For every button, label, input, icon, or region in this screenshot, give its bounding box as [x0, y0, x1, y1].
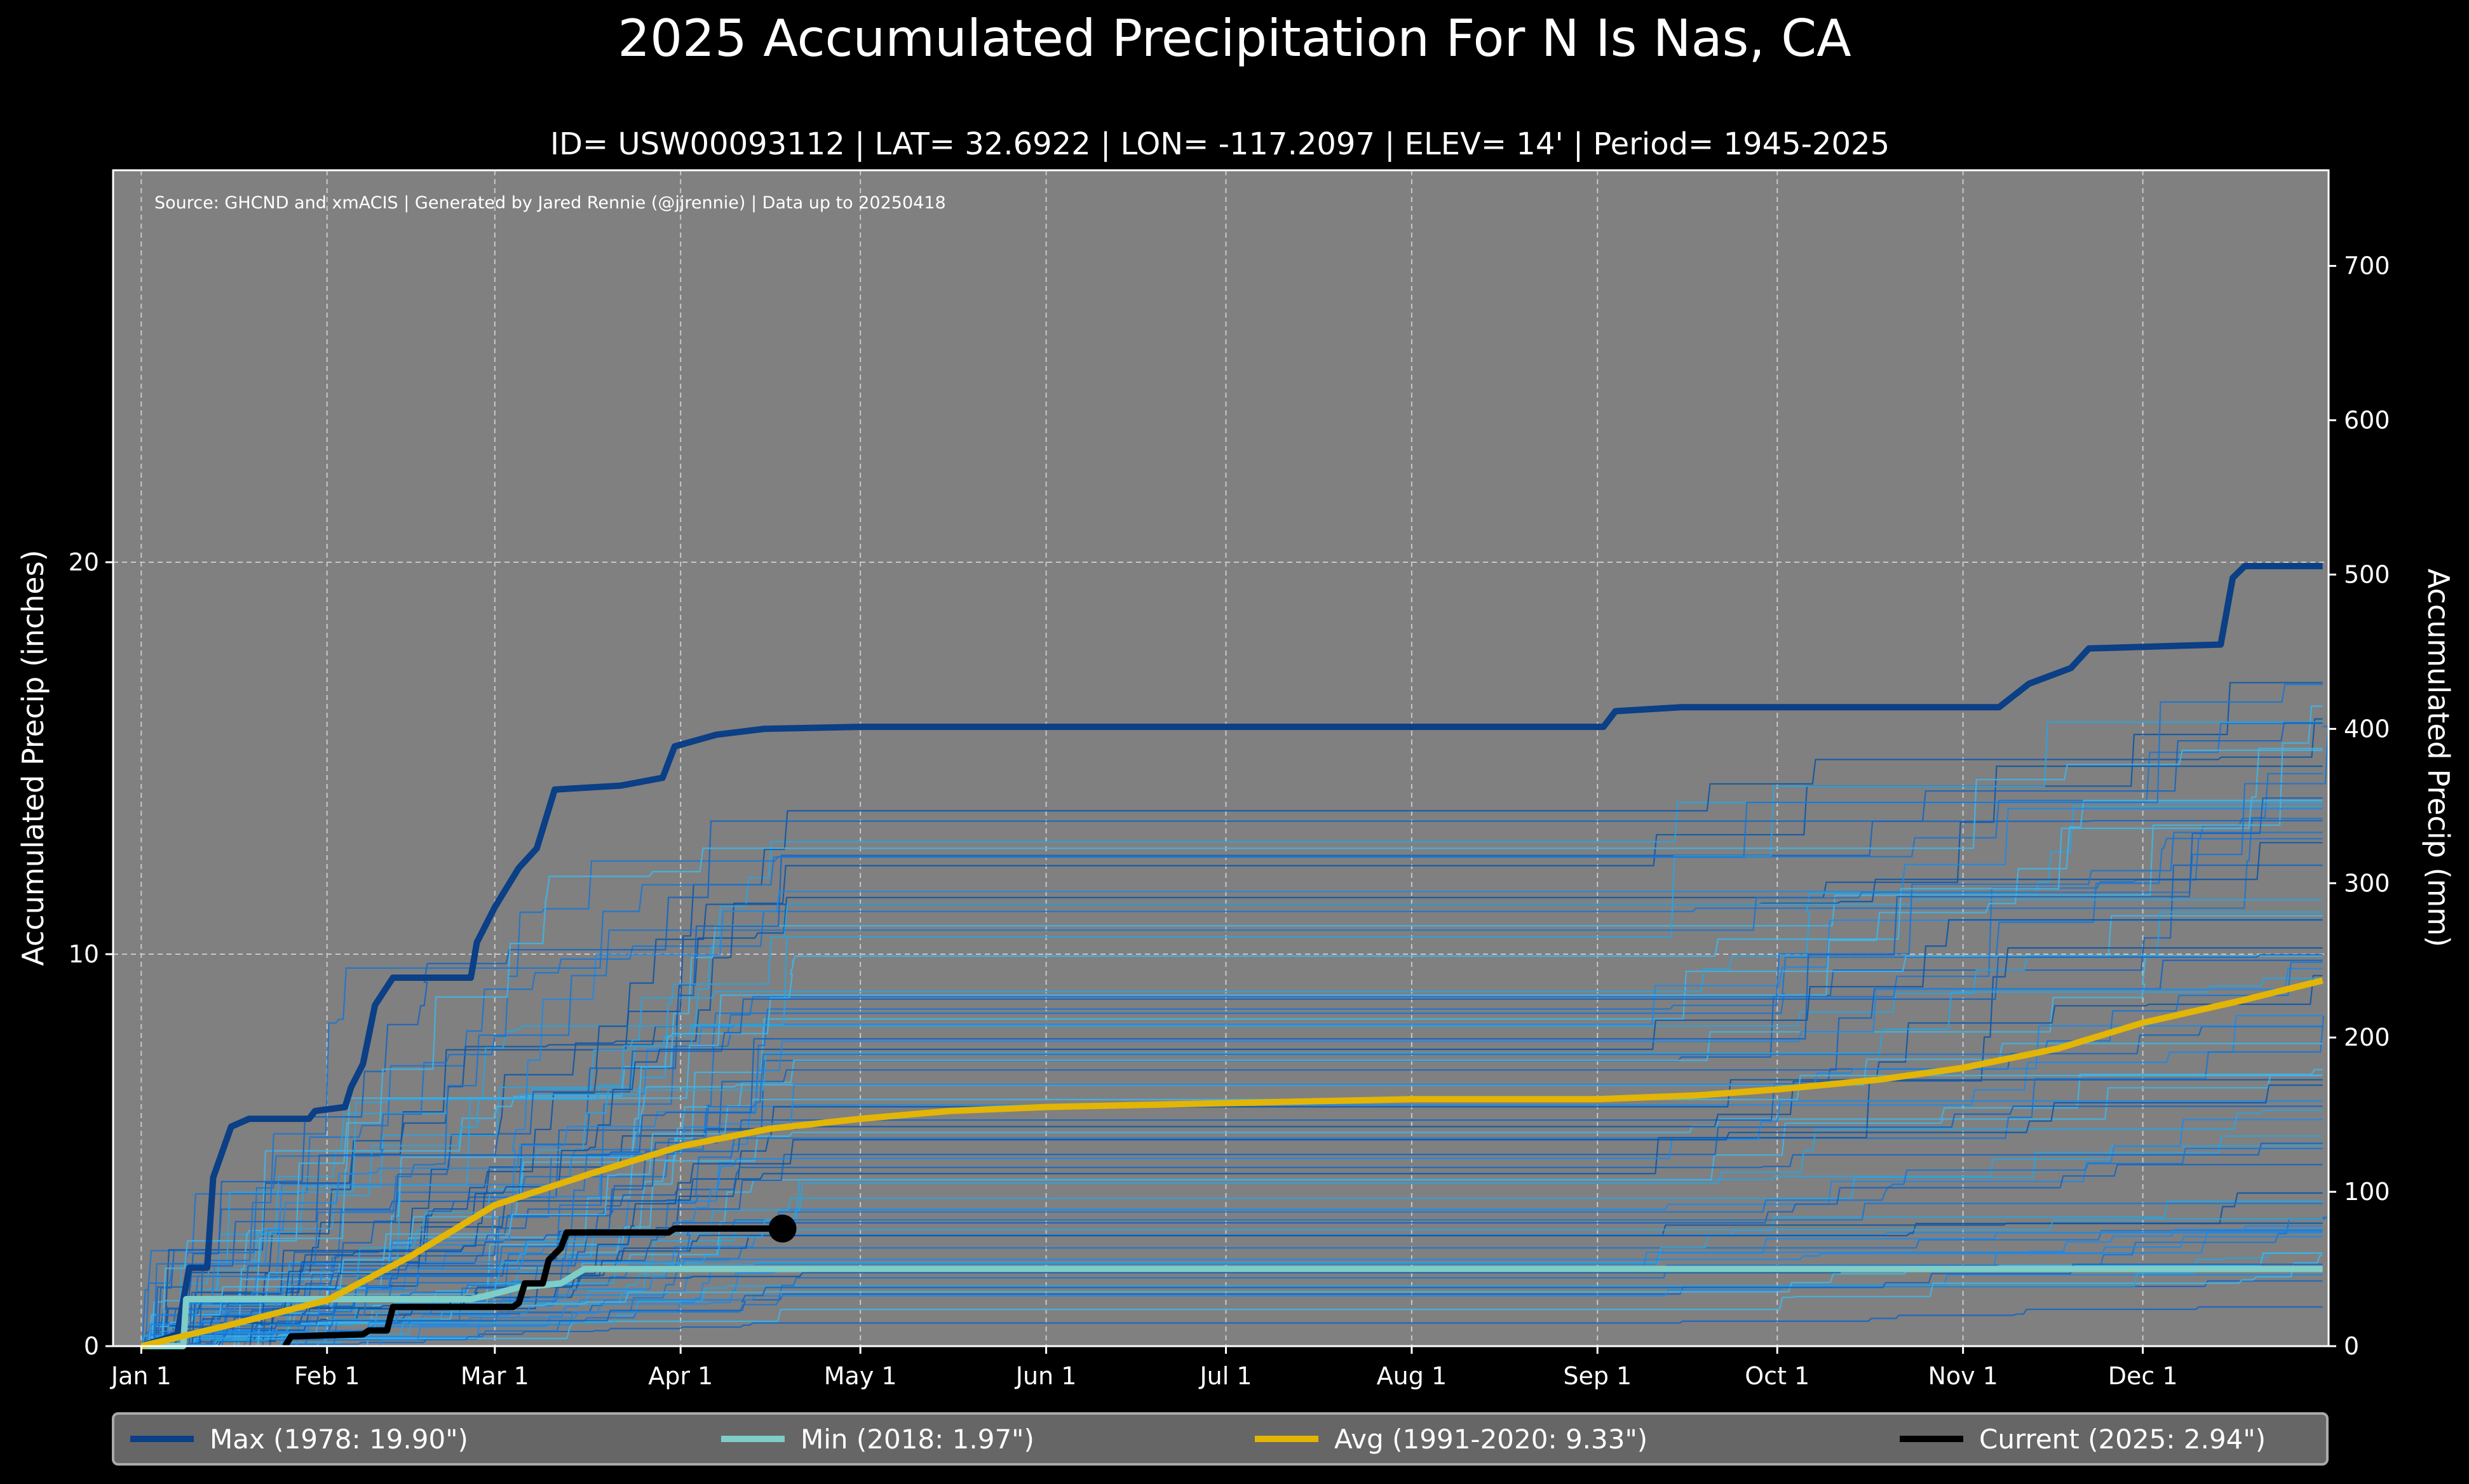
historical-year-line: [141, 684, 2323, 1347]
historical-year-line: [141, 919, 2323, 1347]
legend-box: [112, 1412, 2329, 1466]
historical-year-line: [141, 748, 2323, 1347]
x-tick-label: Feb 1: [294, 1362, 360, 1390]
y-tick-label: 10: [69, 940, 99, 968]
x-tick-label: May 1: [824, 1362, 897, 1390]
historical-year-line: [141, 1306, 2323, 1347]
historical-year-line: [141, 1200, 2323, 1347]
historical-year-line: [141, 1042, 2323, 1347]
x-tick-label: Nov 1: [1928, 1362, 1998, 1390]
y-right-tick-label: 300: [2344, 869, 2390, 897]
historical-year-line: [141, 968, 2323, 1347]
historical-year-line: [141, 1217, 2327, 1347]
source-note: Source: GHCND and xmACIS | Generated by …: [154, 193, 946, 213]
historical-year-line: [141, 1142, 2323, 1347]
historical-year-line: [141, 705, 2323, 1347]
legend: Max (1978: 19.90") Min (2018: 1.97") Avg (…: [130, 1424, 2266, 1455]
x-tick-label: Oct 1: [1745, 1362, 1809, 1390]
historical-year-line: [141, 1264, 2323, 1347]
grid: [113, 170, 2329, 1346]
historical-year-line: [141, 915, 2323, 1347]
historical-year-line: [141, 1252, 2323, 1347]
y-tick-label: 20: [69, 548, 99, 576]
y-right-tick-label: 0: [2344, 1332, 2359, 1360]
legend-label-max: Max (1978: 19.90"): [210, 1424, 468, 1455]
series-line-avg: [140, 977, 2324, 1349]
x-tick-label: Jul 1: [1198, 1362, 1252, 1390]
series-line-min: [141, 1265, 2323, 1349]
historical-year-line: [141, 1100, 2323, 1347]
x-tick-label: Dec 1: [2108, 1362, 2178, 1390]
y-axis-right: 0 100 200 300 400 500 600 700: [2329, 252, 2390, 1360]
y-right-tick-label: 400: [2344, 715, 2390, 743]
y-right-tick-label: 700: [2344, 252, 2390, 280]
x-tick-label: Mar 1: [461, 1362, 529, 1390]
plot-area: [113, 170, 2329, 1346]
y-right-tick-label: 200: [2344, 1023, 2390, 1051]
historical-year-line: [141, 749, 2323, 1347]
x-tick-label: Jan 1: [110, 1362, 172, 1390]
x-tick-label: Apr 1: [648, 1362, 713, 1390]
chart-title: 2025 Accumulated Precipitation For N Is …: [618, 9, 1851, 68]
y-right-tick-label: 500: [2344, 560, 2390, 588]
legend-label-min: Min (2018: 1.97"): [801, 1424, 1034, 1455]
historical-year-line: [141, 947, 2323, 1347]
historical-year-line: [141, 1236, 2323, 1347]
historical-year-line: [141, 1231, 2323, 1347]
historical-year-line: [141, 818, 2323, 1347]
y-axis-label: Accumulated Precip (inches): [16, 550, 50, 966]
historical-year-line: [141, 722, 2323, 1347]
y-right-tick-label: 100: [2344, 1178, 2390, 1206]
historical-year-line: [141, 1229, 2323, 1347]
historical-year-line: [141, 682, 2323, 1347]
historical-year-line: [141, 1016, 2325, 1347]
x-axis: Jan 1 Feb 1 Mar 1 Apr 1 May 1 Jun 1 Jul 1 Aug 1…: [110, 1346, 2178, 1390]
y-axis-label-right: Accumulated Precip (mm): [2421, 569, 2456, 947]
historical-year-line: [141, 725, 2329, 1347]
x-tick-label: Aug 1: [1377, 1362, 1447, 1390]
historical-year-line: [141, 1015, 2323, 1347]
y-tick-label: 0: [84, 1332, 99, 1360]
x-tick-label: Sep 1: [1563, 1362, 1632, 1390]
y-right-tick-label: 600: [2344, 407, 2390, 435]
plot-frame: [112, 169, 2330, 1347]
legend-label-current: Current (2025: 2.94"): [1979, 1424, 2266, 1455]
historical-years: [140, 682, 2329, 1347]
historical-year-line: [141, 766, 2323, 1347]
legend-label-avg: Avg (1991-2020: 9.33"): [1334, 1424, 1647, 1455]
series-line-max: [140, 563, 2323, 1349]
series-line-current: [282, 1225, 783, 1348]
x-tick-label: Jun 1: [1015, 1362, 1077, 1390]
current-endpoint-marker: [768, 1214, 797, 1243]
series-lines: [140, 563, 2324, 1349]
y-axis-left: 0 10 20: [69, 548, 113, 1360]
historical-year-line: [141, 722, 2323, 1347]
chart-subtitle: ID= USW00093112 | LAT= 32.6922 | LON= -1…: [550, 126, 1890, 162]
